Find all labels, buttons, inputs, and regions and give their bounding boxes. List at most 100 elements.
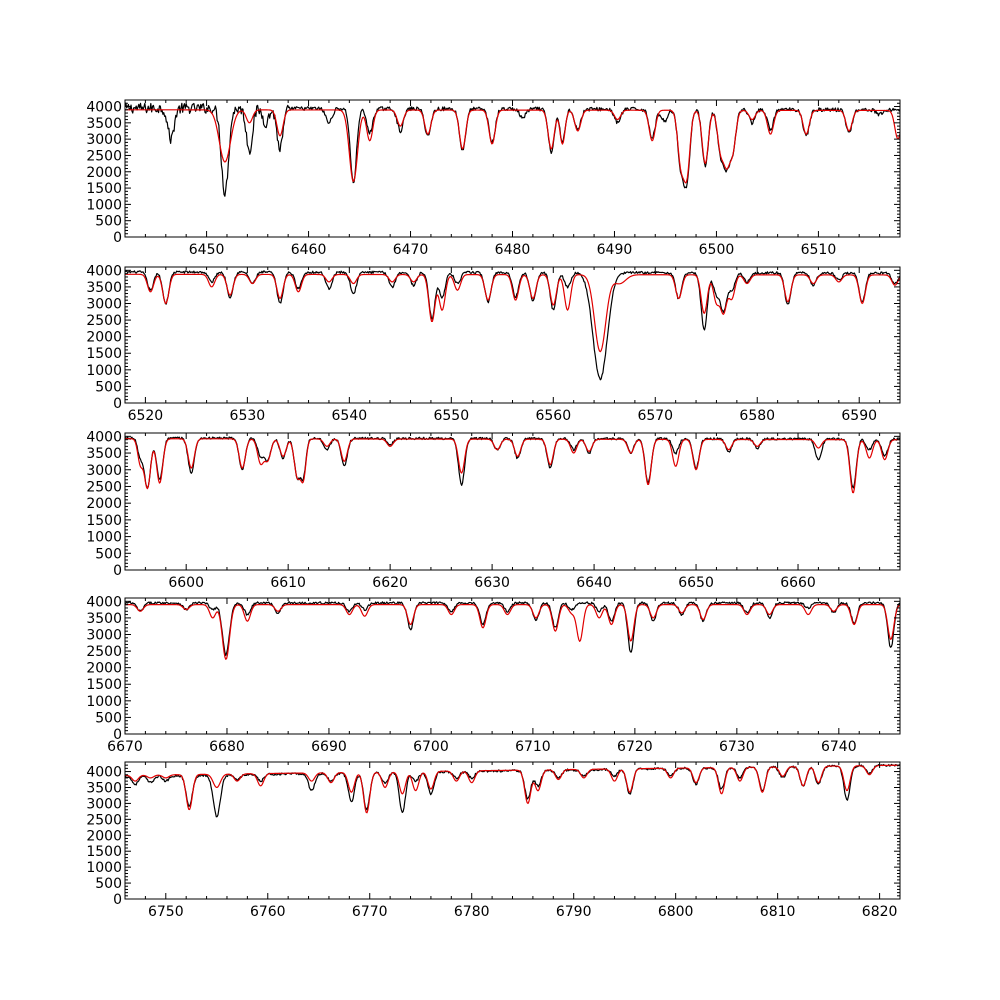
y-tick-label: 2000 — [86, 828, 122, 844]
x-tick-label: 6670 — [107, 739, 143, 755]
x-tick-label: 6820 — [862, 904, 898, 920]
x-tick-label: 6520 — [128, 408, 164, 424]
axes-frame — [124, 432, 901, 571]
y-tick-label: 1000 — [86, 694, 122, 710]
x-tick-label: 6450 — [189, 242, 225, 258]
spectrum-panel: 6450 6460 6470 6480 6490 6500 6510 050010001500… — [86, 99, 901, 258]
x-tick-label: 6570 — [637, 408, 673, 424]
model-spectrum-line — [125, 109, 900, 184]
observed-spectrum-line — [125, 601, 900, 657]
x-tick-label: 6690 — [311, 739, 347, 755]
model-spectrum-line — [125, 604, 900, 660]
y-tick-label: 2500 — [86, 313, 122, 329]
y-tick-label: 3000 — [86, 796, 122, 812]
plot-area — [125, 601, 900, 660]
axes-frame — [124, 99, 901, 238]
x-tick-label: 6790 — [556, 904, 592, 920]
x-tick-label: 6810 — [760, 904, 796, 920]
x-tick-label: 6510 — [801, 242, 837, 258]
x-tick-label: 6500 — [699, 242, 735, 258]
y-tick-label: 2000 — [86, 661, 122, 677]
y-tick-label: 2000 — [86, 496, 122, 512]
y-tick-label: 0 — [113, 563, 122, 579]
x-tick-label: 6470 — [393, 242, 429, 258]
x-tick-label: 6550 — [433, 408, 469, 424]
observed-spectrum-line — [125, 102, 900, 197]
x-tick-label: 6580 — [739, 408, 775, 424]
x-tick-label: 6760 — [250, 904, 286, 920]
y-tick-label: 3500 — [86, 446, 122, 462]
spectrum-panel: 6750 6760 6770 6780 6790 6800 6810 6820 05001000… — [86, 761, 901, 920]
observed-spectrum-line — [125, 763, 900, 818]
y-tick-label: 1000 — [86, 363, 122, 379]
x-tick-label: 6720 — [617, 739, 653, 755]
spectrum-panel: 6600 6610 6620 6630 6640 6650 6660 050010001500… — [86, 429, 901, 591]
y-tick-label: 1500 — [86, 844, 122, 860]
x-tick-label: 6590 — [841, 408, 877, 424]
y-tick-label: 2500 — [86, 148, 122, 164]
spectrum-panel: 6670 6680 6690 6700 6710 6720 6730 6740 05001000… — [86, 594, 901, 755]
x-tick-label: 6660 — [780, 575, 816, 591]
y-tick-label: 500 — [95, 710, 122, 726]
y-tick-label: 3500 — [86, 116, 122, 132]
y-tick-label: 0 — [113, 892, 122, 908]
y-tick-label: 3500 — [86, 780, 122, 796]
y-tick-label: 500 — [95, 379, 122, 395]
x-tick-label: 6750 — [148, 904, 184, 920]
x-tick-label: 6620 — [372, 575, 408, 591]
y-tick-label: 4000 — [86, 765, 122, 781]
y-tick-label: 3000 — [86, 463, 122, 479]
x-tick-label: 6600 — [168, 575, 204, 591]
plot-area — [125, 436, 900, 494]
x-tick-label: 6630 — [474, 575, 510, 591]
y-tick-label: 2500 — [86, 644, 122, 660]
y-tick-label: 2500 — [86, 812, 122, 828]
x-tick-label: 6480 — [495, 242, 531, 258]
axes-frame — [124, 761, 901, 900]
y-tick-label: 1000 — [86, 530, 122, 546]
y-tick-label: 0 — [113, 230, 122, 246]
x-tick-label: 6560 — [535, 408, 571, 424]
y-tick-label: 500 — [95, 876, 122, 892]
y-tick-label: 1500 — [86, 513, 122, 529]
model-spectrum-line — [125, 273, 900, 353]
y-tick-label: 3000 — [86, 627, 122, 643]
y-tick-label: 3000 — [86, 132, 122, 148]
x-tick-label: 6610 — [270, 575, 306, 591]
y-tick-label: 2000 — [86, 165, 122, 181]
y-tick-label: 3000 — [86, 296, 122, 312]
x-tick-label: 6700 — [413, 739, 449, 755]
x-tick-label: 6730 — [719, 739, 755, 755]
x-tick-label: 6530 — [230, 408, 266, 424]
x-tick-label: 6490 — [597, 242, 633, 258]
spectrum-panel: 6520 6530 6540 6550 6560 6570 6580 6590 05001000… — [86, 263, 901, 424]
plot-area — [125, 270, 900, 381]
y-tick-label: 2500 — [86, 479, 122, 495]
plot-area — [125, 763, 900, 818]
y-tick-label: 1500 — [86, 346, 122, 362]
y-tick-label: 3500 — [86, 611, 122, 627]
y-tick-label: 4000 — [86, 100, 122, 116]
y-tick-label: 500 — [95, 214, 122, 230]
y-tick-label: 4000 — [86, 263, 122, 279]
x-tick-label: 6540 — [332, 408, 368, 424]
x-tick-label: 6650 — [678, 575, 714, 591]
x-tick-label: 6800 — [658, 904, 694, 920]
y-tick-label: 2000 — [86, 330, 122, 346]
y-tick-label: 1000 — [86, 860, 122, 876]
x-tick-label: 6640 — [576, 575, 612, 591]
x-tick-label: 6680 — [209, 739, 245, 755]
y-tick-label: 0 — [113, 727, 122, 743]
axes-frame — [124, 597, 901, 735]
x-tick-label: 6460 — [291, 242, 327, 258]
y-tick-label: 4000 — [86, 429, 122, 445]
x-tick-label: 6780 — [454, 904, 490, 920]
y-tick-label: 0 — [113, 396, 122, 412]
observed-spectrum-line — [125, 270, 900, 381]
y-tick-label: 1500 — [86, 677, 122, 693]
y-tick-label: 4000 — [86, 594, 122, 610]
x-tick-label: 6770 — [352, 904, 388, 920]
x-tick-label: 6740 — [821, 739, 857, 755]
y-tick-label: 1500 — [86, 181, 122, 197]
